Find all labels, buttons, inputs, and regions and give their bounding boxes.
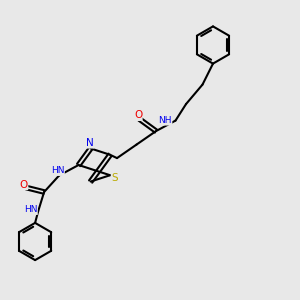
Text: S: S: [111, 173, 118, 183]
Text: HN: HN: [24, 206, 38, 214]
Text: O: O: [20, 179, 28, 190]
Text: O: O: [134, 110, 142, 121]
Text: N: N: [86, 138, 94, 148]
Text: NH: NH: [158, 116, 172, 125]
Text: HN: HN: [51, 167, 64, 176]
